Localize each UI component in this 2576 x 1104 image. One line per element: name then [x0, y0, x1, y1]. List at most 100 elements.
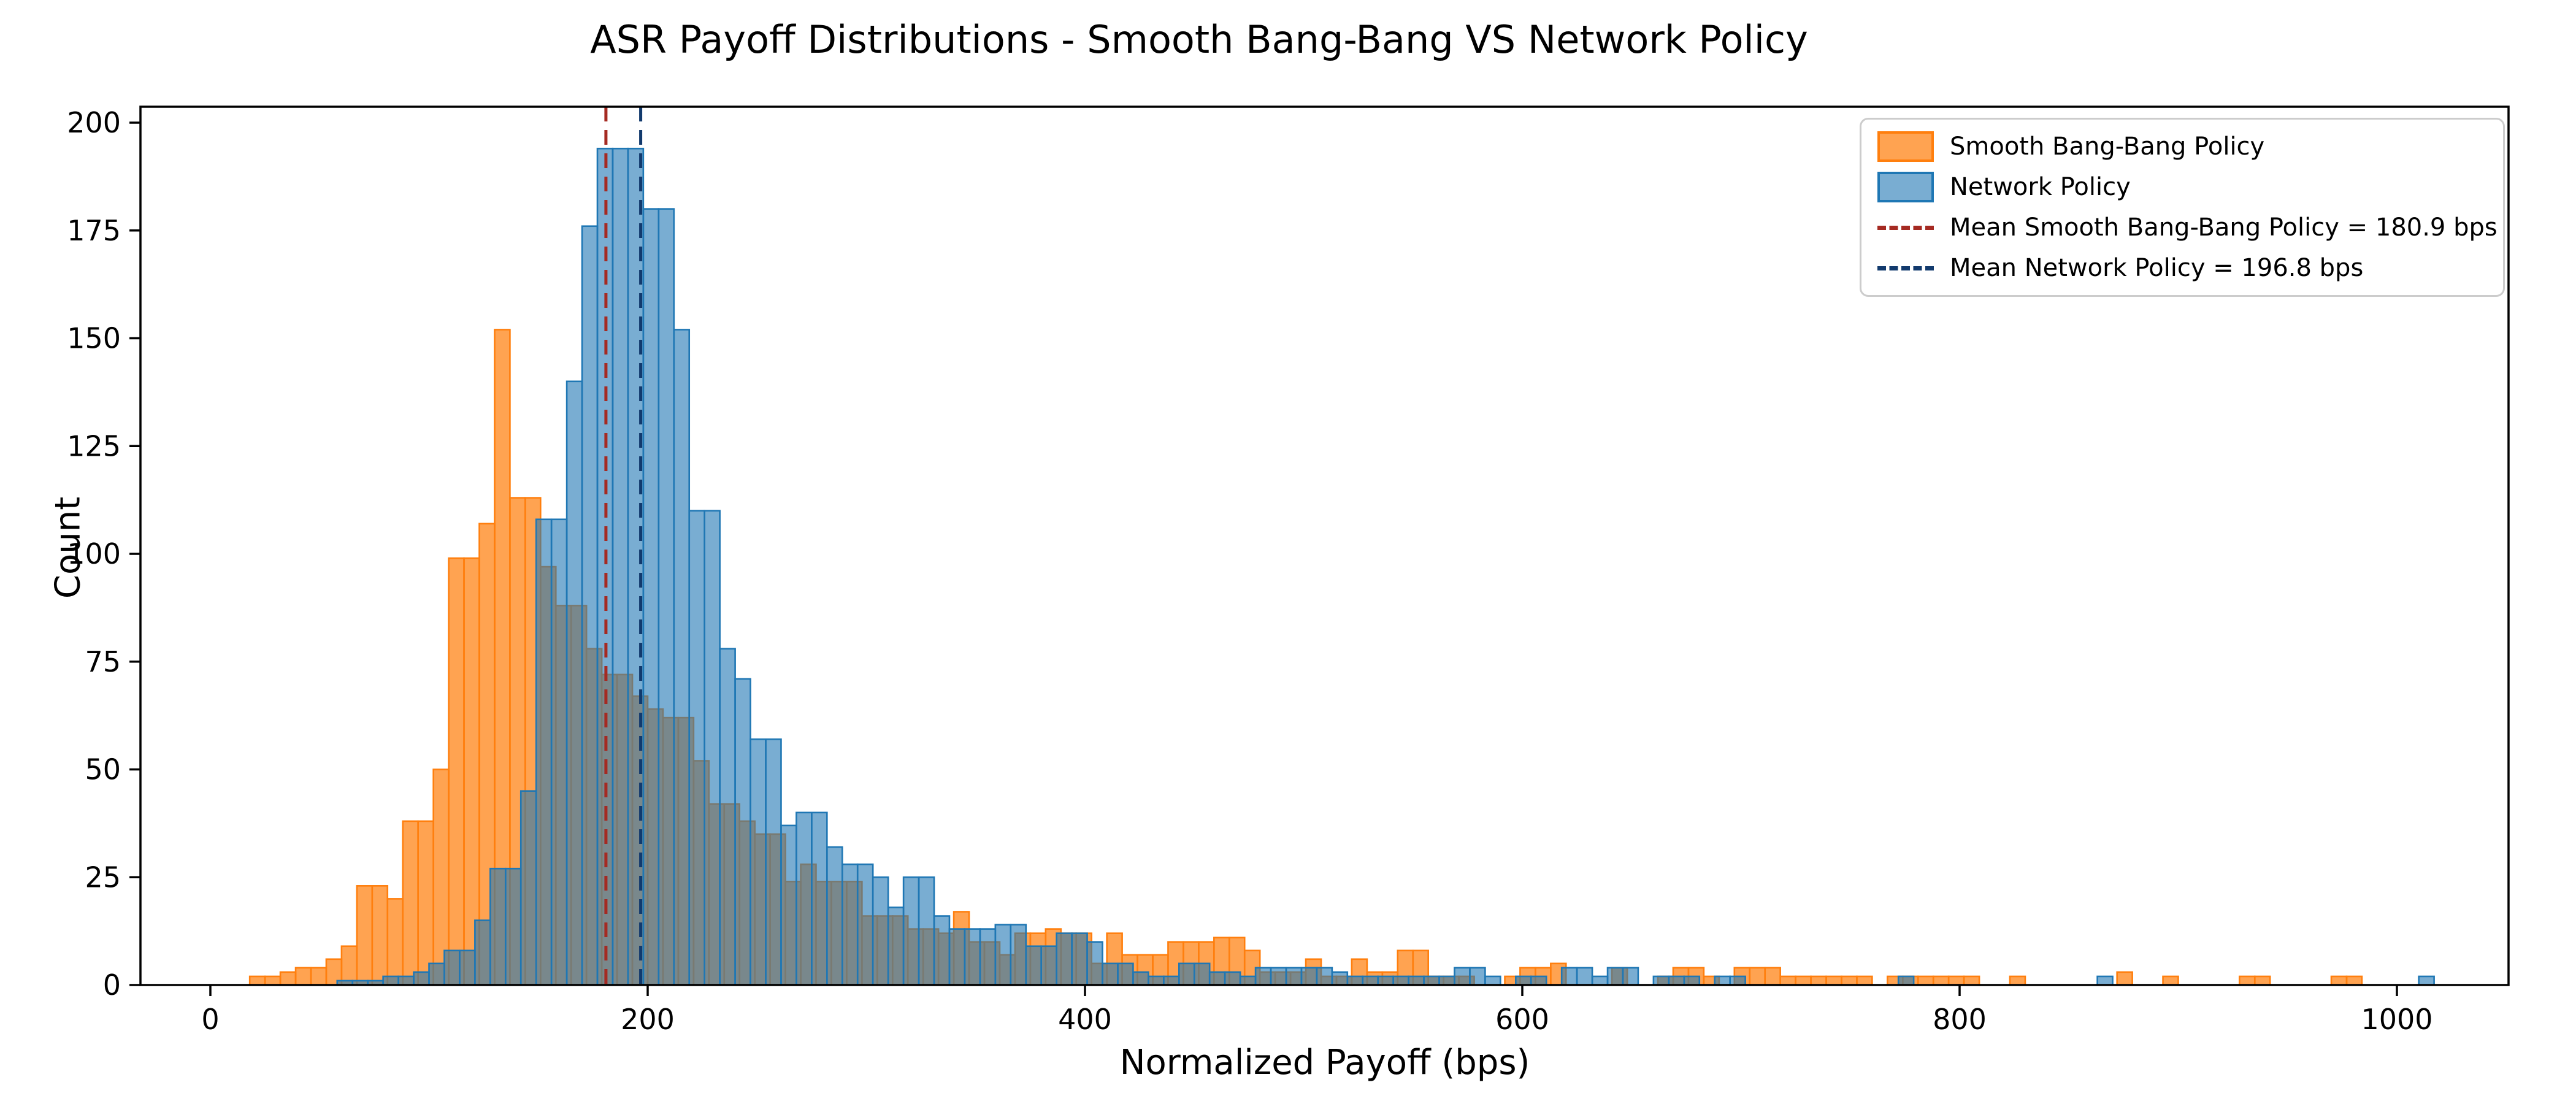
histogram-bar — [611, 147, 629, 986]
y-axis-label: Count — [48, 496, 88, 599]
histogram-bar — [474, 919, 491, 986]
histogram-bar — [1254, 967, 1272, 986]
histogram-bar — [719, 648, 736, 986]
histogram-bar — [1897, 975, 1915, 986]
histogram-bar — [1668, 975, 1685, 986]
histogram-bar — [535, 518, 553, 986]
y-tick-label: 100 — [67, 537, 121, 570]
histogram-bar — [1300, 967, 1318, 986]
histogram-bar — [2096, 975, 2114, 986]
histogram-bar — [765, 738, 782, 986]
x-tick-label: 800 — [1933, 1003, 1987, 1036]
histogram-bar — [688, 510, 705, 986]
legend-label: Mean Smooth Bang-Bang Policy = 180.9 bps — [1950, 213, 2497, 242]
red-dashed-line-swatch — [1877, 225, 1934, 230]
legend-label: Mean Network Policy = 196.8 bps — [1950, 254, 2364, 282]
histogram-bar — [1362, 975, 1379, 986]
histogram-series-network — [336, 147, 2435, 986]
histogram-bar — [673, 329, 691, 986]
histogram-bar — [1622, 967, 1639, 986]
histogram-bar — [1040, 945, 1057, 986]
legend-item-smooth-bang-bang: Smooth Bang-Bang Policy — [1877, 131, 2487, 163]
axis-ticks — [129, 121, 2398, 996]
legend-item-network: Network Policy — [1877, 171, 2487, 203]
histogram-bar — [1749, 967, 1766, 986]
y-tick-label: 175 — [67, 214, 121, 247]
histogram-bar — [811, 811, 828, 986]
histogram-bar — [356, 885, 374, 986]
histogram-bar — [340, 945, 358, 986]
histogram-bar — [1270, 967, 1287, 986]
histogram-bar — [397, 975, 415, 986]
histogram-bar — [1423, 975, 1440, 986]
histogram-bar — [371, 885, 389, 986]
histogram-bar — [1779, 975, 1796, 986]
histogram-bar — [1825, 975, 1842, 986]
y-tick-label: 75 — [85, 645, 121, 678]
tick-labels: 0 200 400 600 800 1000 0 25 50 75 100 125 150 175 200 — [67, 106, 2432, 1036]
blue-patch-swatch — [1877, 172, 1934, 202]
histogram-bar — [1392, 975, 1409, 986]
histogram-bar — [382, 975, 399, 986]
histogram-bar — [1285, 967, 1303, 986]
histogram-bar — [1102, 962, 1119, 986]
histogram-bar — [1025, 945, 1042, 986]
histogram-bar — [933, 915, 951, 986]
histogram-bar — [1408, 975, 1425, 986]
histogram-bar — [2330, 975, 2348, 986]
histogram-bar — [1932, 975, 1950, 986]
histogram-bar — [1810, 975, 1827, 986]
histogram-bar — [1576, 967, 1593, 986]
histogram-bar — [1316, 967, 1333, 986]
histogram-bar — [402, 820, 419, 986]
histogram-bar — [1224, 971, 1241, 986]
histogram-bar — [1117, 962, 1134, 986]
histogram-bar — [1606, 967, 1624, 986]
histogram-bar — [1148, 975, 1165, 986]
histogram-bar — [1841, 975, 1858, 986]
histogram-bar — [565, 380, 583, 986]
histogram-bar — [994, 924, 1012, 986]
histogram-bar — [1683, 975, 1701, 986]
histogram-bar — [1454, 967, 1471, 986]
histogram-bar — [2116, 971, 2133, 986]
chart-title: ASR Payoff Distributions - Smooth Bang-B… — [590, 17, 1808, 62]
histogram-bar — [856, 863, 874, 986]
histogram-bar — [2253, 975, 2271, 986]
histogram-bar — [1071, 932, 1088, 986]
histogram-bar — [964, 928, 981, 986]
histogram-bar — [734, 678, 751, 986]
y-tick-label: 125 — [67, 429, 121, 462]
histogram-bar — [2418, 975, 2435, 986]
histogram-bar — [1484, 975, 1501, 986]
y-tick-label: 50 — [85, 753, 121, 786]
legend-label: Network Policy — [1950, 173, 2131, 201]
histogram-bar — [1515, 975, 1532, 986]
histogram-bar — [749, 738, 767, 986]
histogram-bar — [581, 225, 599, 986]
histogram-bar — [448, 557, 465, 986]
histogram-bar — [1795, 975, 1812, 986]
legend-item-mean-smooth-bang-bang: Mean Smooth Bang-Bang Policy = 180.9 bps — [1877, 212, 2497, 243]
orange-patch-swatch — [1877, 131, 1934, 162]
histogram-bar — [550, 518, 568, 986]
histogram-bar — [489, 867, 507, 986]
x-tick-label: 1000 — [2361, 1003, 2432, 1036]
histogram-bar — [504, 867, 522, 986]
histogram-bar — [780, 824, 797, 986]
x-tick-label: 600 — [1495, 1003, 1549, 1036]
histogram-bar — [1560, 967, 1578, 986]
y-tick-label: 200 — [67, 106, 121, 139]
y-tick-label: 150 — [67, 322, 121, 355]
histogram-bar — [1652, 975, 1670, 986]
histogram-bar — [310, 967, 328, 986]
histogram-bar — [1917, 975, 1934, 986]
histogram-bar — [294, 967, 312, 986]
histogram-bar — [841, 863, 859, 986]
histogram-bar — [1086, 941, 1103, 986]
x-tick-label: 200 — [621, 1003, 675, 1036]
histogram-bar — [2345, 975, 2363, 986]
histogram-bar — [1132, 971, 1149, 986]
histogram-bar — [1530, 975, 1547, 986]
histogram-bar — [413, 971, 430, 986]
